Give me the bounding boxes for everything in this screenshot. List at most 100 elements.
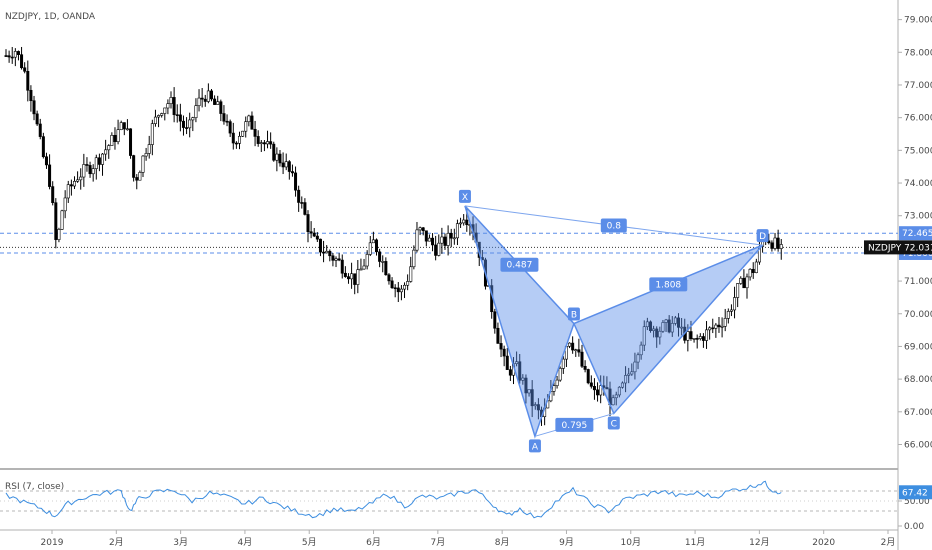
- point-badge[interactable]: [528, 439, 541, 453]
- candle-body[interactable]: [580, 351, 584, 367]
- candle-body[interactable]: [234, 142, 238, 145]
- candle-body[interactable]: [371, 239, 375, 244]
- candle-body[interactable]: [104, 149, 108, 155]
- candle-body[interactable]: [558, 368, 562, 381]
- candle-body[interactable]: [57, 229, 61, 240]
- candle-body[interactable]: [502, 348, 506, 357]
- candle-body[interactable]: [533, 404, 537, 407]
- candle-body[interactable]: [409, 266, 413, 282]
- candle-body[interactable]: [611, 397, 615, 406]
- candle-body[interactable]: [113, 135, 117, 143]
- candle-body[interactable]: [680, 326, 684, 329]
- candle-body[interactable]: [365, 254, 369, 267]
- candle-body[interactable]: [393, 287, 397, 290]
- candle-body[interactable]: [63, 197, 67, 212]
- candle-body[interactable]: [312, 232, 316, 237]
- candle-body[interactable]: [7, 55, 11, 58]
- candle-body[interactable]: [515, 361, 519, 364]
- candle-body[interactable]: [294, 172, 298, 191]
- candle-body[interactable]: [499, 343, 503, 350]
- candle-body[interactable]: [76, 179, 80, 182]
- candle-body[interactable]: [256, 136, 260, 144]
- candle-body[interactable]: [720, 325, 724, 328]
- candle-body[interactable]: [331, 255, 335, 261]
- candle-body[interactable]: [157, 115, 161, 118]
- candle-body[interactable]: [375, 239, 379, 253]
- candle-body[interactable]: [278, 153, 282, 164]
- candle-body[interactable]: [191, 117, 195, 121]
- candle-body[interactable]: [125, 128, 129, 131]
- candle-body[interactable]: [496, 327, 500, 344]
- candle-body[interactable]: [658, 330, 662, 338]
- candle-body[interactable]: [677, 317, 681, 328]
- candle-body[interactable]: [297, 189, 301, 203]
- candle-body[interactable]: [54, 202, 58, 240]
- candle-body[interactable]: [368, 242, 372, 255]
- candle-body[interactable]: [213, 98, 217, 105]
- candle-body[interactable]: [437, 242, 441, 256]
- candle-body[interactable]: [51, 186, 55, 203]
- candle-body[interactable]: [163, 107, 167, 114]
- candle-body[interactable]: [745, 276, 749, 289]
- candle-body[interactable]: [188, 119, 192, 129]
- candle-body[interactable]: [129, 128, 133, 156]
- candle-body[interactable]: [253, 128, 257, 137]
- candle-body[interactable]: [642, 326, 646, 346]
- candle-body[interactable]: [449, 232, 453, 239]
- candle-body[interactable]: [555, 379, 559, 386]
- candle-body[interactable]: [518, 361, 522, 381]
- candle-body[interactable]: [32, 100, 36, 115]
- candle-body[interactable]: [334, 258, 338, 261]
- candle-body[interactable]: [284, 161, 288, 168]
- candle-body[interactable]: [465, 219, 469, 226]
- candle-body[interactable]: [85, 164, 89, 166]
- candle-body[interactable]: [206, 90, 210, 102]
- candle-body[interactable]: [250, 115, 254, 130]
- candle-body[interactable]: [88, 165, 92, 175]
- candle-body[interactable]: [244, 121, 248, 132]
- candle-body[interactable]: [350, 273, 354, 280]
- candle-body[interactable]: [359, 268, 363, 271]
- candle-body[interactable]: [620, 382, 624, 388]
- candle-body[interactable]: [23, 67, 27, 72]
- candle-body[interactable]: [524, 377, 528, 394]
- candle-body[interactable]: [670, 323, 674, 333]
- candle-body[interactable]: [614, 394, 618, 399]
- candle-body[interactable]: [306, 214, 310, 232]
- candle-body[interactable]: [144, 153, 148, 157]
- candle-body[interactable]: [219, 101, 223, 114]
- candle-body[interactable]: [178, 114, 182, 122]
- candle-body[interactable]: [101, 153, 105, 165]
- candle-body[interactable]: [66, 184, 70, 199]
- candle-body[interactable]: [396, 287, 400, 293]
- candle-body[interactable]: [228, 121, 232, 134]
- candle-body[interactable]: [4, 55, 8, 57]
- candle-body[interactable]: [309, 231, 313, 234]
- candle-body[interactable]: [94, 157, 98, 169]
- candle-body[interactable]: [505, 355, 509, 370]
- candle-body[interactable]: [630, 371, 634, 375]
- candle-body[interactable]: [343, 272, 347, 277]
- candle-body[interactable]: [673, 317, 677, 324]
- candle-body[interactable]: [116, 129, 120, 143]
- candle-body[interactable]: [729, 309, 733, 312]
- candle-body[interactable]: [132, 155, 136, 178]
- candle-body[interactable]: [147, 144, 151, 154]
- candle-body[interactable]: [552, 385, 556, 392]
- candle-body[interactable]: [216, 101, 220, 105]
- candle-body[interactable]: [462, 219, 466, 224]
- candle-body[interactable]: [530, 389, 534, 407]
- candle-body[interactable]: [736, 283, 740, 298]
- candle-body[interactable]: [172, 97, 176, 115]
- candle-body[interactable]: [181, 120, 185, 128]
- candle-body[interactable]: [431, 237, 435, 246]
- candle-body[interactable]: [403, 284, 407, 290]
- candle-body[interactable]: [362, 265, 366, 270]
- candle-body[interactable]: [592, 386, 596, 391]
- candle-body[interactable]: [353, 273, 357, 285]
- candle-body[interactable]: [692, 338, 696, 340]
- candle-body[interactable]: [708, 327, 712, 331]
- candle-body[interactable]: [698, 336, 702, 339]
- candle-body[interactable]: [561, 358, 565, 369]
